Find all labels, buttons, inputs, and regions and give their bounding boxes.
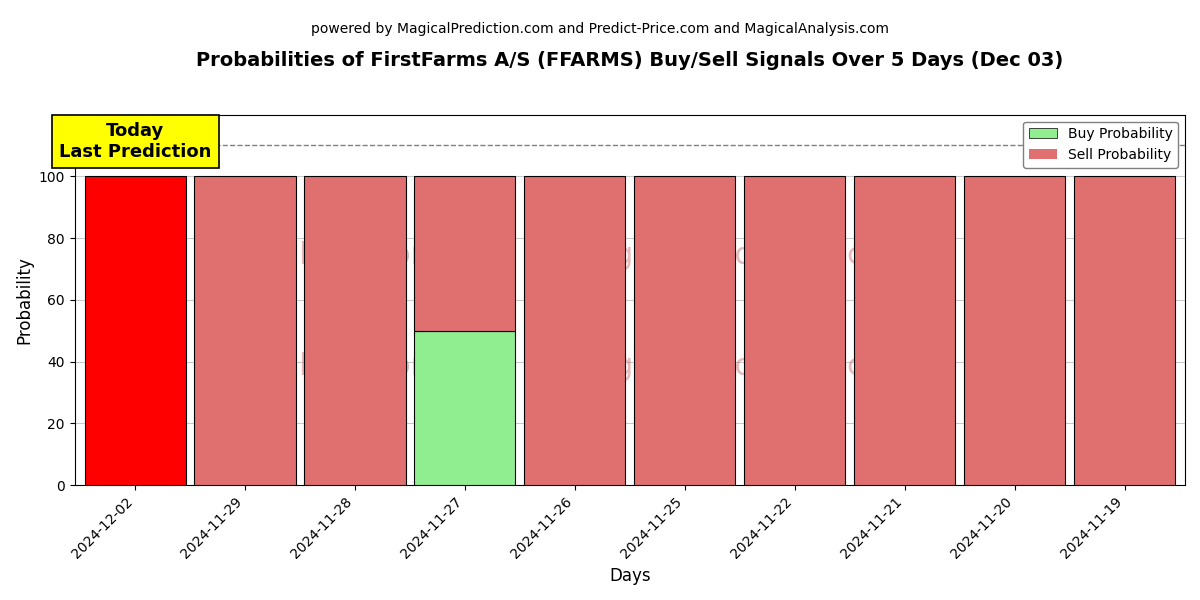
Bar [305,176,406,485]
Bar [84,176,186,485]
Bar [964,176,1066,485]
Text: MagicalPrediction.com: MagicalPrediction.com [570,241,912,270]
Bar [854,176,955,485]
Bar [524,176,625,485]
Text: calAnalysis.com: calAnalysis.com [197,352,442,381]
Y-axis label: Probability: Probability [16,256,34,344]
Bar [635,176,736,485]
Text: calAnalysis.com: calAnalysis.com [197,241,442,270]
Bar [744,176,845,485]
Legend: Buy Probability, Sell Probability: Buy Probability, Sell Probability [1024,122,1178,167]
Bar [194,176,295,485]
Bar [414,176,516,331]
X-axis label: Days: Days [610,567,650,585]
Text: powered by MagicalPrediction.com and Predict-Price.com and MagicalAnalysis.com: powered by MagicalPrediction.com and Pre… [311,22,889,36]
Title: Probabilities of FirstFarms A/S (FFARMS) Buy/Sell Signals Over 5 Days (Dec 03): Probabilities of FirstFarms A/S (FFARMS)… [197,51,1063,70]
Bar [1074,176,1175,485]
Bar [414,331,516,485]
Text: Today
Last Prediction: Today Last Prediction [59,122,211,161]
Text: MagicalPrediction.com: MagicalPrediction.com [570,352,912,381]
